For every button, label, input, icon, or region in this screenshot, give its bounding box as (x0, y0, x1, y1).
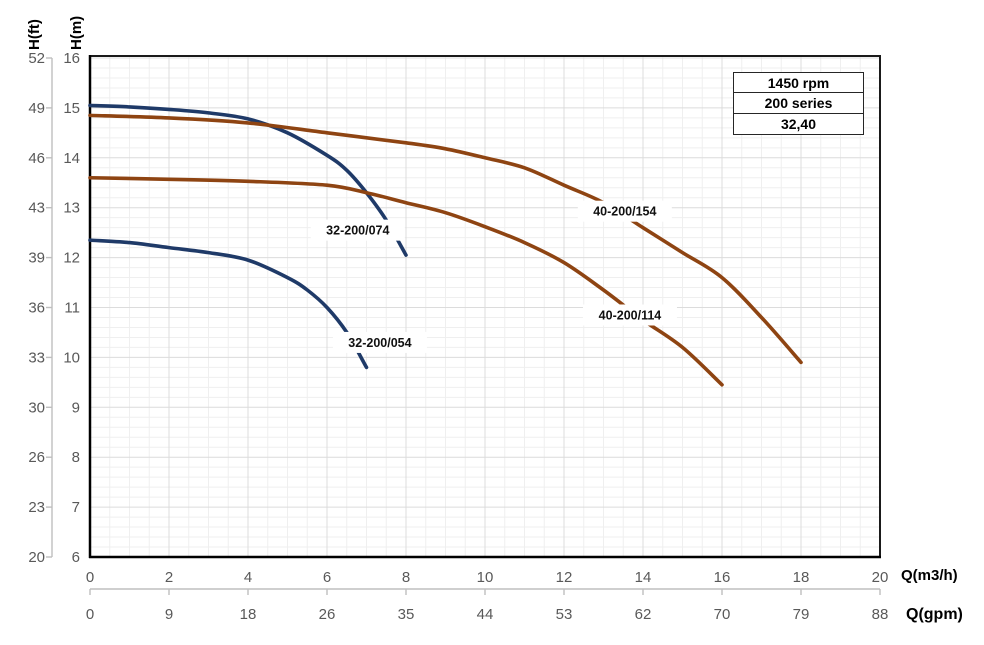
svg-text:32-200/074: 32-200/074 (326, 224, 389, 238)
svg-text:7: 7 (72, 499, 80, 516)
svg-text:79: 79 (793, 606, 810, 623)
svg-text:4: 4 (244, 569, 252, 586)
curve-label-40-200-154: 40-200/154 (577, 200, 672, 222)
svg-text:46: 46 (28, 150, 45, 167)
svg-text:43: 43 (28, 200, 45, 217)
svg-text:8: 8 (72, 449, 80, 466)
svg-text:40-200/154: 40-200/154 (593, 205, 656, 219)
svg-text:52: 52 (28, 50, 45, 67)
svg-text:2: 2 (165, 569, 173, 586)
svg-text:0: 0 (86, 569, 94, 586)
svg-text:12: 12 (556, 569, 573, 586)
svg-text:0: 0 (86, 606, 94, 623)
svg-text:35: 35 (398, 606, 415, 623)
svg-text:20: 20 (28, 549, 45, 566)
legend-box: 1450 rpm 200 series 32,40 (733, 72, 864, 135)
svg-text:11: 11 (64, 300, 80, 317)
svg-text:40-200/114: 40-200/114 (599, 308, 662, 322)
svg-text:16: 16 (714, 569, 731, 586)
svg-text:18: 18 (793, 569, 810, 586)
svg-text:16: 16 (63, 50, 80, 67)
legend-row-series: 200 series (733, 92, 864, 115)
svg-text:14: 14 (63, 150, 80, 167)
legend-row-rpm: 1450 rpm (733, 72, 864, 94)
curve-label-32-200-054: 32-200/054 (332, 331, 427, 353)
svg-text:14: 14 (635, 569, 652, 586)
svg-text:70: 70 (714, 606, 731, 623)
curve-32-200-074 (88, 103, 408, 257)
svg-text:49: 49 (28, 100, 45, 117)
curve-40-200-154 (88, 113, 803, 365)
svg-text:9: 9 (72, 399, 80, 416)
svg-text:62: 62 (635, 606, 652, 623)
svg-text:33: 33 (28, 349, 45, 366)
svg-text:12: 12 (63, 250, 80, 267)
svg-text:26: 26 (319, 606, 336, 623)
svg-text:32-200/054: 32-200/054 (348, 336, 411, 350)
svg-text:39: 39 (28, 250, 45, 267)
svg-text:10: 10 (477, 569, 494, 586)
svg-text:8: 8 (402, 569, 410, 586)
curve-32-200-054 (88, 238, 369, 370)
svg-text:13: 13 (63, 200, 80, 217)
svg-text:15: 15 (63, 100, 80, 117)
svg-text:36: 36 (28, 300, 45, 317)
gpm-axis-line (89, 588, 881, 595)
svg-text:10: 10 (63, 349, 80, 366)
svg-text:53: 53 (556, 606, 573, 623)
svg-text:44: 44 (477, 606, 494, 623)
svg-text:6: 6 (72, 549, 80, 566)
curve-labels: 32-200/074 32-200/054 40-200/154 40-200/114 (310, 200, 677, 353)
svg-text:26: 26 (28, 449, 45, 466)
x-axis-title-gpm: Q(gpm) (906, 606, 963, 623)
svg-text:23: 23 (28, 499, 45, 516)
svg-text:9: 9 (165, 606, 173, 623)
svg-text:30: 30 (28, 399, 45, 416)
svg-text:88: 88 (872, 606, 889, 623)
curve-label-32-200-074: 32-200/074 (310, 219, 405, 241)
svg-text:20: 20 (872, 569, 889, 586)
svg-text:18: 18 (240, 606, 257, 623)
svg-text:6: 6 (323, 569, 331, 586)
legend-row-models: 32,40 (733, 112, 864, 135)
x-axis-title-m3h: Q(m3/h) (901, 567, 958, 584)
y-axis-line (46, 57, 53, 558)
curve-label-40-200-114: 40-200/114 (582, 304, 677, 326)
